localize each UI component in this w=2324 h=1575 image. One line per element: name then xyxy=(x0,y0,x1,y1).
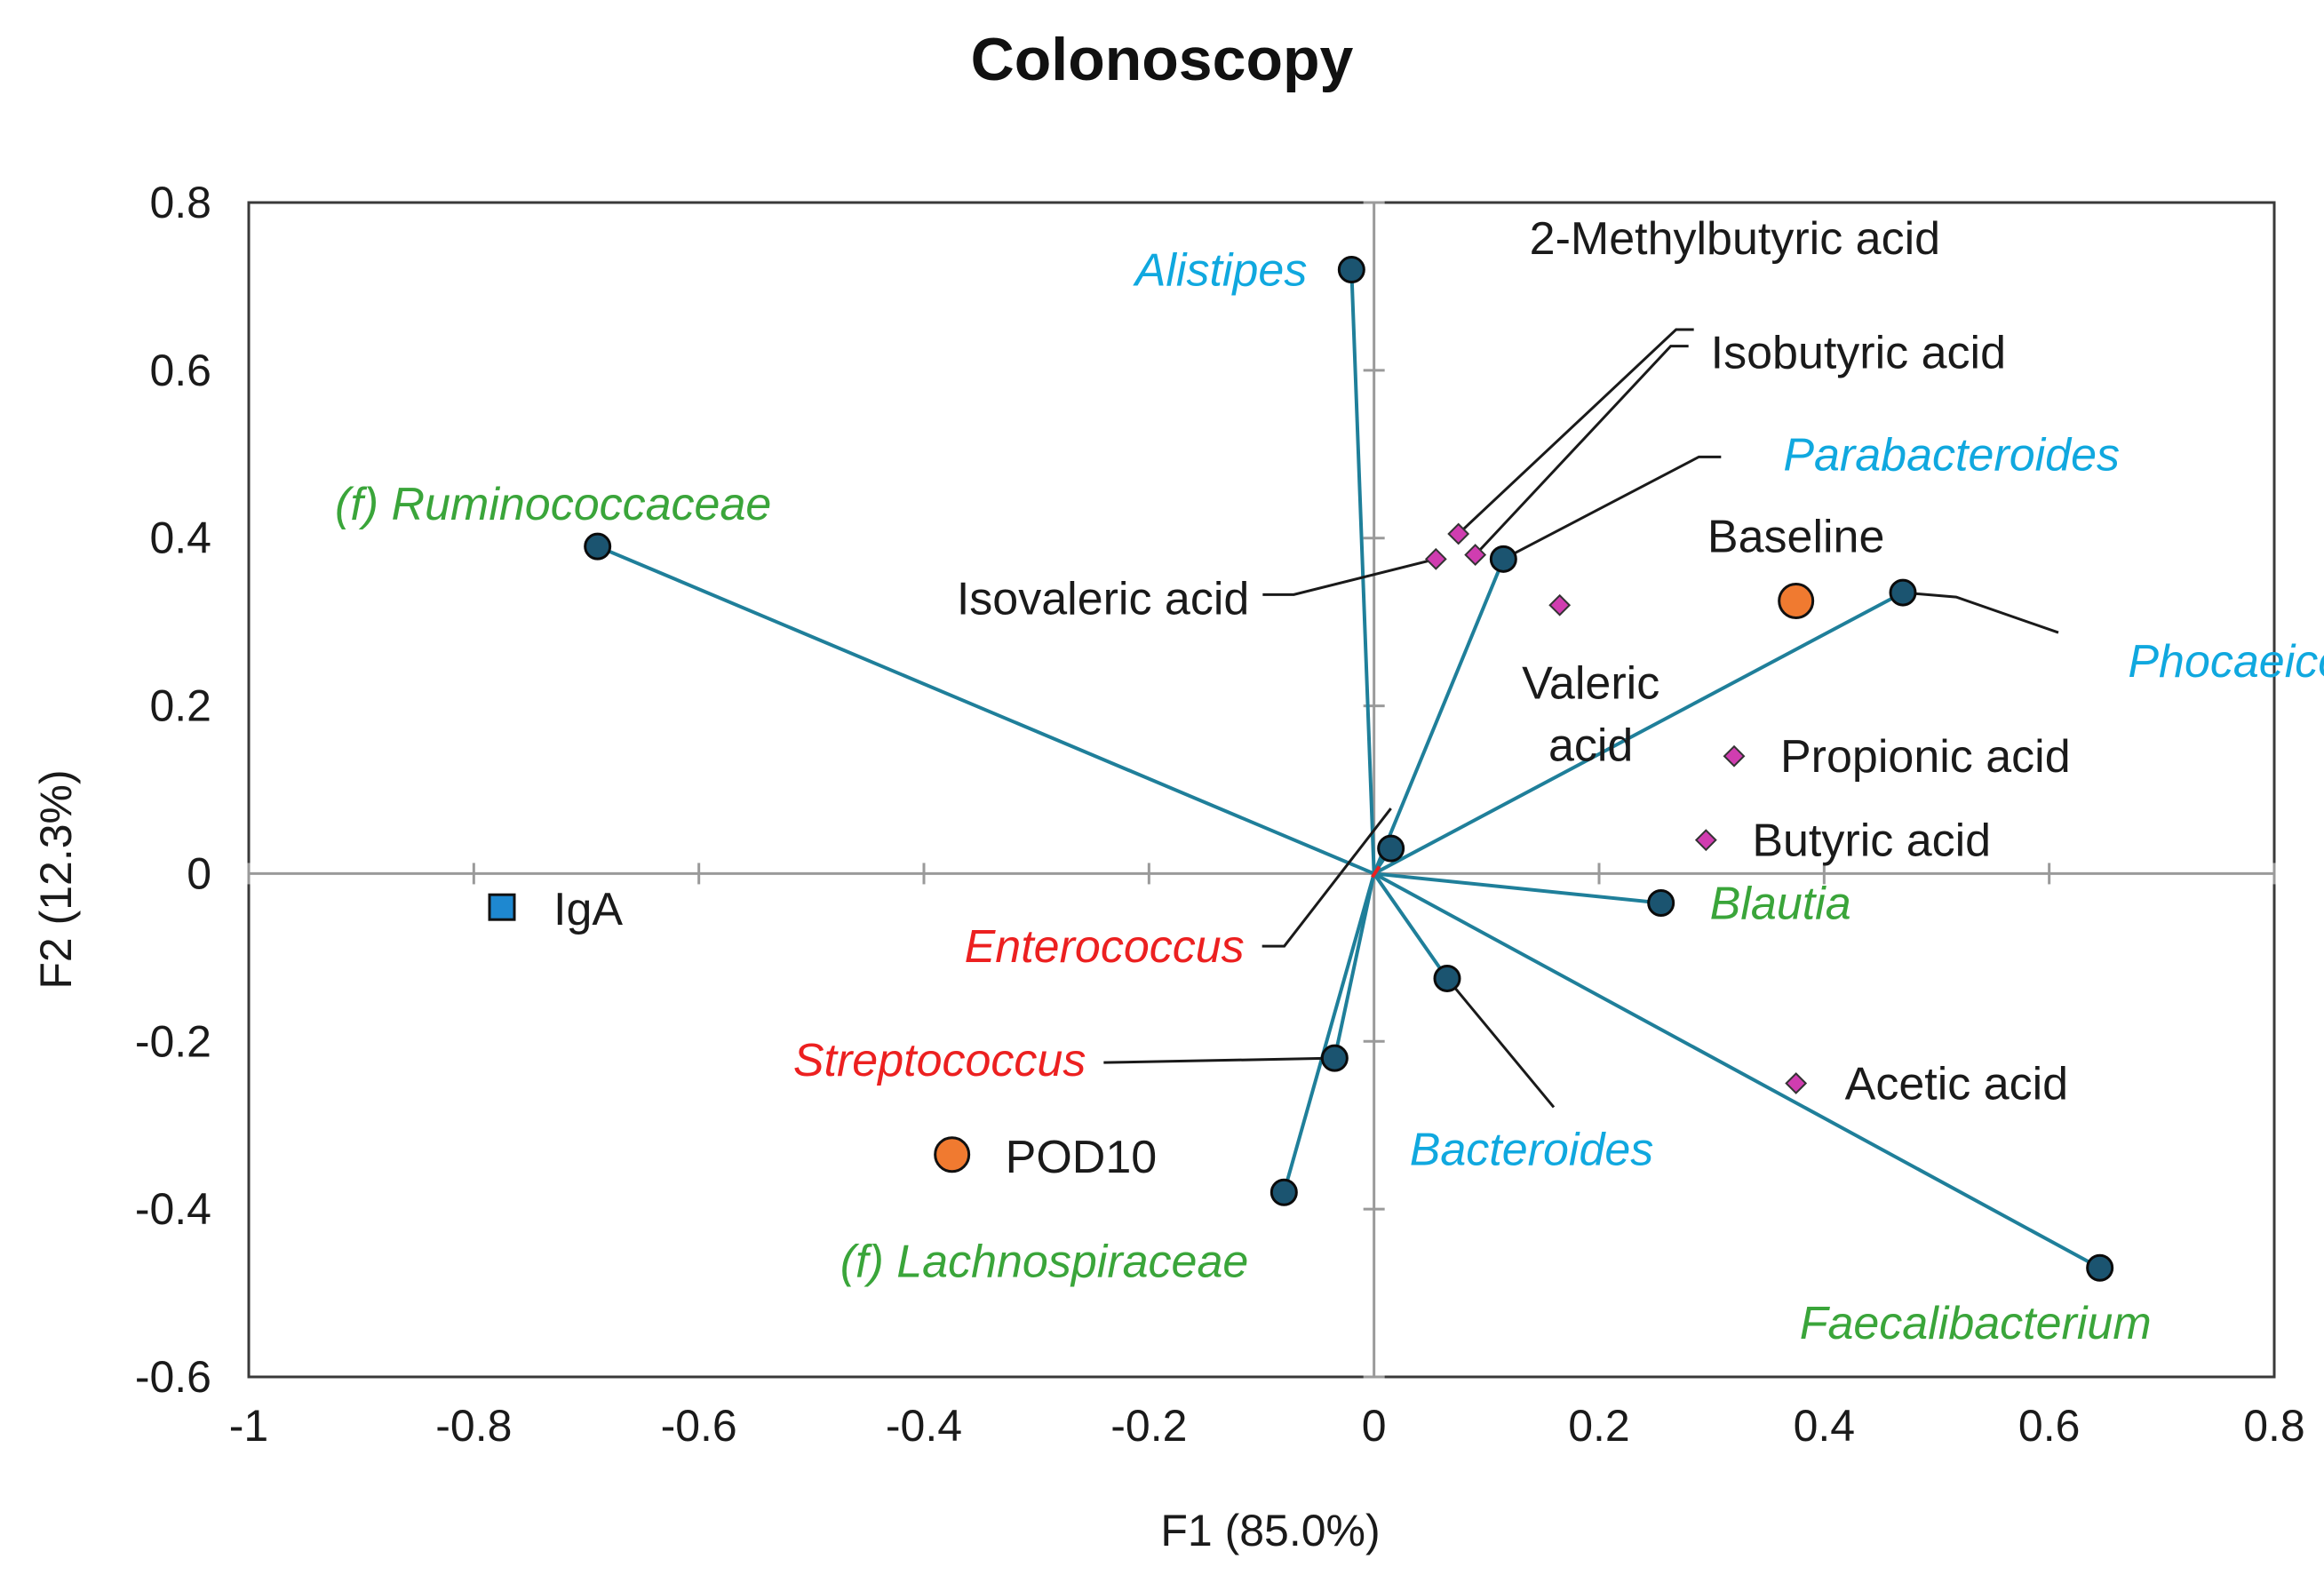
variable-point-alistipes xyxy=(1337,256,1365,284)
variable-point-faecalibacterium xyxy=(2086,1253,2114,1282)
vector-f-lachnospiraceae xyxy=(1282,872,1376,1193)
variable-label-f-lachnospiraceae: (f) Lachnospiraceae xyxy=(840,1236,1249,1287)
chart-title: Colonoscopy xyxy=(971,26,1354,93)
leader-line xyxy=(1262,557,1437,596)
variable-point-streptococcus xyxy=(1320,1044,1349,1072)
variable-point-enterococcus xyxy=(1377,834,1405,863)
vector-faecalibacterium xyxy=(1373,871,2101,1270)
vector-streptococcus xyxy=(1333,873,1376,1059)
x-tick-label: 0 xyxy=(1362,1401,1387,1451)
leader-line xyxy=(1502,455,1722,561)
y-tick-label: -0.2 xyxy=(135,1016,211,1066)
acid-label-isobutyric-acid: Isobutyric acid xyxy=(1711,328,2006,379)
x-tick-label: 0.4 xyxy=(1794,1401,1856,1451)
x-axis-label: F1 (85.0%) xyxy=(1160,1506,1380,1555)
leader-line-layer xyxy=(1103,328,2059,1109)
acid-point-valeric-acid xyxy=(1548,593,1572,616)
leader-line xyxy=(1474,345,1689,556)
variable-label-faecalibacterium: Faecalibacterium xyxy=(1800,1298,2152,1349)
other-point-iga xyxy=(488,893,516,921)
variable-label-f-ruminococcaceae: (f) Ruminococcaceae xyxy=(335,479,771,530)
leader-line xyxy=(1261,807,1392,948)
other-label-iga: IgA xyxy=(553,884,623,935)
acid-label-propionic-acid: Propionic acid xyxy=(1780,731,2071,783)
observation-label-baseline: Baseline xyxy=(1707,512,1884,563)
variable-point-bacteroides xyxy=(1433,964,1461,992)
x-tick-label: -0.4 xyxy=(886,1401,962,1451)
y-tick-label: 0.6 xyxy=(149,346,211,395)
variable-label-alistipes: Alistipes xyxy=(1133,245,1308,297)
y-tick-label: -0.4 xyxy=(135,1184,211,1234)
observation-point-pod10 xyxy=(934,1136,971,1173)
variable-label-phocaeicola: Phocaeicola xyxy=(2128,636,2324,688)
vector-blautia xyxy=(1373,871,1661,905)
variable-point-f-lachnospiraceae xyxy=(1269,1178,1298,1206)
vector-layer xyxy=(596,269,2101,1270)
x-tick-label: 0.2 xyxy=(1568,1401,1630,1451)
x-tick-label: 0.6 xyxy=(2018,1401,2081,1451)
acid-label-2-methylbutyric-acid: 2-Methylbutyric acid xyxy=(1530,213,1940,265)
acid-label-butyric-acid: Butyric acid xyxy=(1752,815,1991,867)
acid-point-acetic-acid xyxy=(1785,1072,1808,1094)
variable-point-phocaeicola xyxy=(1889,578,1917,607)
observation-label-pod10: POD10 xyxy=(1006,1132,1158,1183)
x-tick-label: -0.6 xyxy=(661,1401,737,1451)
acid-label-valeric-acid: Valeric acid xyxy=(1522,657,1659,771)
y-tick-label: 0.4 xyxy=(149,513,211,563)
marker-layer xyxy=(488,256,2114,1282)
x-tick-label: -0.2 xyxy=(1110,1401,1187,1451)
vector-phocaeicola xyxy=(1373,591,1904,876)
leader-line xyxy=(1445,977,1556,1109)
origin-marker xyxy=(1371,865,1381,879)
variable-label-parabacteroides: Parabacteroides xyxy=(1783,429,2120,481)
x-tick-label: -0.8 xyxy=(435,1401,512,1451)
label-layer: Alistipes (f) Ruminococcaceae Parabacteroi… xyxy=(335,213,2324,1349)
x-tick-label: -1 xyxy=(229,1401,268,1451)
variable-label-streptococcus: Streptococcus xyxy=(793,1035,1086,1086)
observation-point-baseline xyxy=(1778,583,1815,620)
acid-point-isovaleric-acid xyxy=(1424,547,1447,570)
y-axis-label: F2 (12.3%) xyxy=(31,769,81,989)
y-tick-label: 0.2 xyxy=(149,681,211,731)
acid-point-butyric-acid xyxy=(1694,829,1717,852)
acid-point-2-methylbutyric-acid xyxy=(1447,522,1470,545)
vector-alistipes xyxy=(1349,269,1376,874)
leader-line xyxy=(1103,1056,1335,1064)
y-tick-label: 0.8 xyxy=(149,178,211,227)
acid-label-isovaleric-acid: Isovaleric acid xyxy=(957,573,1249,624)
leader-line xyxy=(1902,591,2059,634)
variable-label-bacteroides: Bacteroides xyxy=(1410,1124,1654,1175)
acid-point-propionic-acid xyxy=(1723,744,1746,768)
axes-layer: -1 -0.8 -0.6 -0.4 -0.2 0 0.2 0.4 0.6 0.8 -0.6 -0.4 -… xyxy=(135,178,2305,1451)
plot-frame xyxy=(247,201,2276,1379)
variable-label-blautia: Blautia xyxy=(1710,878,1851,929)
acid-point-isobutyric-acid xyxy=(1464,544,1487,567)
vector-f-ruminococcaceae xyxy=(596,545,1375,876)
x-tick-label: 0.8 xyxy=(2243,1401,2305,1451)
acid-label-acetic-acid: Acetic acid xyxy=(1845,1059,2068,1110)
vector-parabacteroides xyxy=(1372,558,1506,875)
variable-point-parabacteroides xyxy=(1489,545,1517,573)
leader-line xyxy=(1457,328,1694,536)
variable-label-enterococcus: Enterococcus xyxy=(965,921,1245,973)
variable-point-blautia xyxy=(1647,888,1675,917)
vector-bacteroides xyxy=(1373,872,1449,980)
variable-point-f-ruminococcaceae xyxy=(584,532,612,561)
y-tick-label: 0 xyxy=(187,848,211,898)
y-tick-label: -0.6 xyxy=(135,1352,211,1402)
